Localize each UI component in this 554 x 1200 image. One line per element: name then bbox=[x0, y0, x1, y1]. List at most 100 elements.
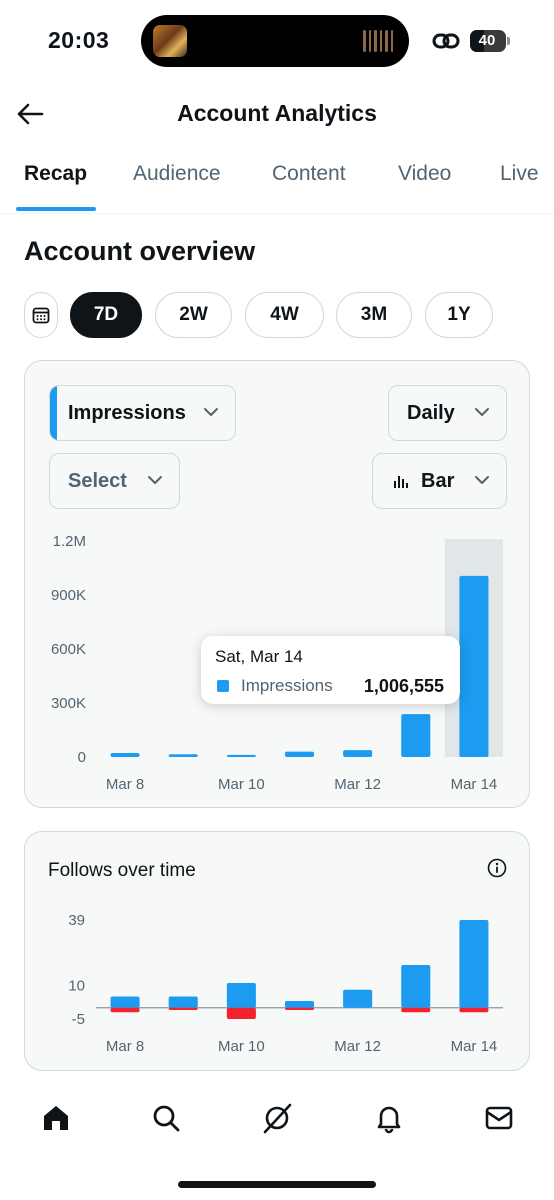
tab-audience[interactable]: Audience bbox=[133, 162, 221, 185]
grok-icon bbox=[263, 1103, 292, 1134]
chart-tooltip: Sat, Mar 14 Impressions 1,006,555 bbox=[201, 636, 460, 704]
y-tick-label: 10 bbox=[68, 977, 85, 994]
range-3m-button[interactable]: 3M bbox=[336, 292, 412, 338]
bar-positive bbox=[343, 989, 373, 1008]
chevron-down-icon bbox=[204, 408, 218, 416]
frequency-dropdown[interactable]: Daily bbox=[388, 385, 507, 441]
range-2w-button[interactable]: 2W bbox=[155, 292, 232, 338]
x-tick-label: Mar 8 bbox=[106, 776, 144, 793]
chart-type-dropdown[interactable]: Bar bbox=[372, 453, 507, 509]
y-tick-label: 0 bbox=[78, 749, 86, 766]
chevron-down-icon bbox=[148, 476, 162, 484]
x-tick-label: Mar 14 bbox=[451, 1038, 498, 1055]
x-tick-label: Mar 10 bbox=[218, 1038, 265, 1055]
x-tick-label: Mar 8 bbox=[106, 1038, 144, 1055]
dynamic-island[interactable] bbox=[141, 15, 409, 67]
bar-positive bbox=[459, 575, 489, 757]
bar-positive bbox=[110, 996, 140, 1008]
battery-level bbox=[470, 30, 485, 52]
link-icon bbox=[432, 30, 460, 57]
home-tab[interactable] bbox=[38, 1100, 74, 1136]
tooltip-series-swatch bbox=[217, 680, 229, 692]
page-title: Account Analytics bbox=[177, 100, 377, 126]
arrow-left-icon bbox=[17, 103, 44, 125]
y-tick-label: 600K bbox=[51, 641, 86, 658]
bar-negative bbox=[110, 1007, 140, 1013]
range-7d-button[interactable]: 7D bbox=[70, 292, 142, 338]
chart-type-label: Bar bbox=[421, 469, 455, 492]
bar-positive bbox=[284, 751, 315, 757]
y-tick-label: 300K bbox=[51, 695, 86, 712]
series-color-accent bbox=[50, 386, 57, 440]
date-picker-button[interactable] bbox=[24, 292, 58, 338]
header: Account Analytics bbox=[0, 88, 554, 142]
tooltip-value: 1,006,555 bbox=[363, 676, 444, 696]
bell-icon bbox=[377, 1106, 401, 1134]
bar-negative bbox=[459, 1007, 489, 1013]
tooltip-date: Sat, Mar 14 bbox=[215, 647, 303, 666]
range-4w-button[interactable]: 4W bbox=[245, 292, 324, 338]
tab-recap[interactable]: Recap bbox=[24, 162, 88, 185]
section-title: Account overview bbox=[24, 236, 256, 266]
home-icon bbox=[44, 1106, 68, 1130]
x-tick-label: Mar 12 bbox=[334, 1038, 381, 1055]
follows-card-title: Follows over time bbox=[48, 860, 196, 881]
tab-bar: Recap Audience Content Video Live bbox=[0, 150, 554, 214]
follows-card: Follows over time 39 10 -5 Mar 8 Mar 10 Mar 1… bbox=[24, 831, 530, 1071]
metric-dropdown-label: Impressions bbox=[68, 401, 186, 424]
bar-positive bbox=[459, 920, 489, 1008]
frequency-dropdown-label: Daily bbox=[407, 401, 455, 424]
bar-positive bbox=[401, 965, 431, 1008]
grok-tab[interactable] bbox=[259, 1100, 295, 1136]
range-1y-button[interactable]: 1Y bbox=[425, 292, 493, 338]
x-tick-label: Mar 12 bbox=[334, 776, 381, 793]
y-tick-label: 1.2M bbox=[53, 533, 86, 550]
compare-metric-placeholder: Select bbox=[68, 469, 127, 492]
search-icon bbox=[153, 1105, 180, 1132]
bar-positive bbox=[284, 1001, 315, 1008]
impressions-bar-chart[interactable]: 1.2M 900K 600K 300K 0 Mar 8 Mar 10 Mar 12 Mar 14 bbox=[25, 361, 531, 809]
bar-positive bbox=[401, 714, 431, 757]
chevron-down-icon bbox=[475, 476, 489, 484]
bar-negative bbox=[168, 1007, 198, 1010]
x-tick-label: Mar 10 bbox=[218, 776, 265, 793]
follows-bar-chart[interactable]: 39 10 -5 Mar 8 Mar 10 Mar 12 Mar 14 bbox=[25, 832, 531, 1072]
impressions-card: Impressions Daily Select Bar 1.2M 900K 600… bbox=[24, 360, 530, 808]
active-tab-indicator bbox=[16, 207, 96, 211]
y-tick-label: 900K bbox=[51, 587, 86, 604]
bar-negative bbox=[401, 1007, 431, 1013]
bottom-navigation bbox=[0, 1090, 554, 1150]
metric-dropdown[interactable]: Impressions bbox=[49, 385, 236, 441]
mail-icon bbox=[485, 1106, 513, 1130]
battery-percentage: 40 bbox=[478, 32, 496, 49]
bar-positive bbox=[343, 750, 373, 757]
bar-negative bbox=[226, 1007, 256, 1019]
battery-icon: 40 bbox=[470, 30, 506, 52]
y-tick-label: -5 bbox=[72, 1011, 85, 1028]
calendar-icon bbox=[32, 307, 50, 324]
messages-tab[interactable] bbox=[481, 1100, 517, 1136]
bar-negative bbox=[284, 1007, 315, 1010]
bar-positive bbox=[226, 754, 256, 757]
tooltip-series-name: Impressions bbox=[241, 676, 333, 695]
status-bar: 20:03 40 bbox=[0, 0, 554, 84]
battery-tip bbox=[507, 37, 510, 45]
tab-content[interactable]: Content bbox=[272, 162, 346, 185]
tab-video[interactable]: Video bbox=[398, 162, 452, 185]
home-indicator bbox=[178, 1181, 376, 1188]
info-icon[interactable] bbox=[487, 858, 507, 878]
y-tick-label: 39 bbox=[68, 912, 85, 929]
bar-positive bbox=[110, 753, 140, 757]
bar-positive bbox=[168, 754, 198, 757]
search-tab[interactable] bbox=[148, 1100, 184, 1136]
bar-chart-icon bbox=[394, 476, 408, 488]
x-tick-label: Mar 14 bbox=[451, 776, 498, 793]
chevron-down-icon bbox=[475, 408, 489, 416]
back-button[interactable] bbox=[14, 98, 46, 130]
notifications-tab[interactable] bbox=[371, 1100, 407, 1136]
bar-positive bbox=[168, 996, 198, 1008]
bar-positive bbox=[226, 983, 256, 1008]
status-time: 20:03 bbox=[48, 27, 110, 53]
tab-live[interactable]: Live bbox=[500, 162, 539, 185]
compare-metric-dropdown[interactable]: Select bbox=[49, 453, 180, 509]
